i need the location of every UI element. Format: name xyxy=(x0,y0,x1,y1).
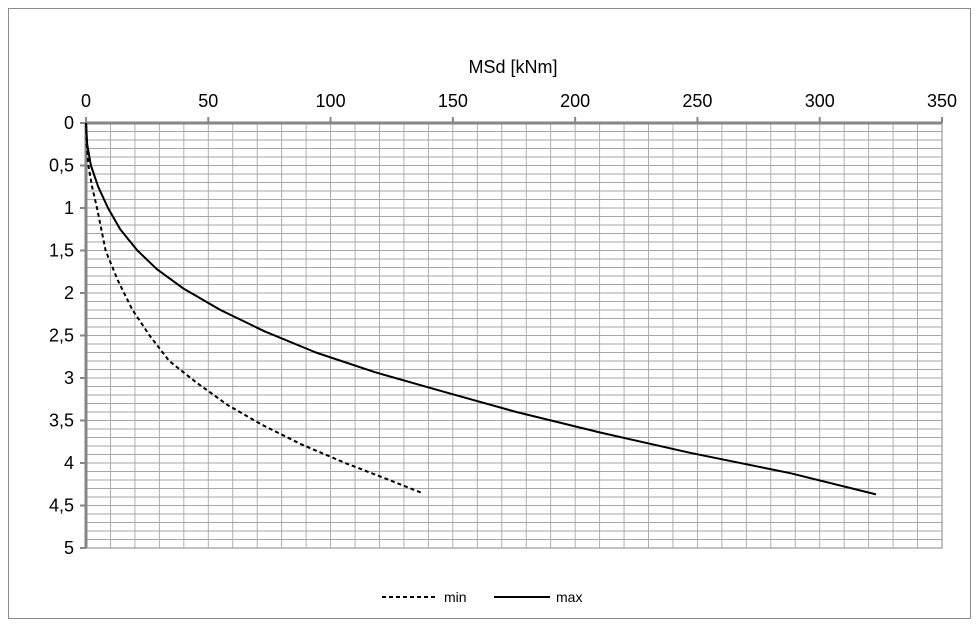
chart-svg: MSd [kNm] 0 50 100 150 200 250 300 350 0 0,5 1 1,5 2… xyxy=(49,57,957,605)
legend: min max xyxy=(382,589,582,605)
y-tick-label: 3,5 xyxy=(49,411,74,431)
y-tick-label: 0 xyxy=(64,113,74,133)
y-tick-label: 1 xyxy=(64,198,74,218)
axis-layer: 0 50 100 150 200 250 300 350 0 0,5 1 1,5 2 2,5 3 3,5 4 4,… xyxy=(49,91,957,558)
y-tick-label: 0,5 xyxy=(49,156,74,176)
chart-frame: MSd [kNm] 0 50 100 150 200 250 300 350 0 0,5 1 1,5 2… xyxy=(8,8,971,619)
x-tick-label: 100 xyxy=(316,91,346,111)
y-tick-label: 2 xyxy=(64,283,74,303)
y-tick-label: 5 xyxy=(64,538,74,558)
y-tick-label: 3 xyxy=(64,368,74,388)
legend-label-min: min xyxy=(444,589,467,605)
y-tick-label: 2,5 xyxy=(49,326,74,346)
x-tick-label: 300 xyxy=(805,91,835,111)
grid-layer xyxy=(85,122,943,549)
y-tick-label: 4,5 xyxy=(49,496,74,516)
series-layer xyxy=(85,122,877,496)
y-tick-label: 1,5 xyxy=(49,241,74,261)
x-axis-title: MSd [kNm] xyxy=(468,57,557,77)
legend-label-max: max xyxy=(556,589,582,605)
series-line-min xyxy=(85,122,424,495)
x-tick-label: 150 xyxy=(438,91,468,111)
series-line-max xyxy=(85,122,877,496)
x-tick-label: 50 xyxy=(198,91,218,111)
y-tick-label: 4 xyxy=(64,453,74,473)
x-tick-label: 200 xyxy=(560,91,590,111)
x-tick-label: 250 xyxy=(682,91,712,111)
x-tick-label: 350 xyxy=(927,91,957,111)
x-tick-label: 0 xyxy=(81,91,91,111)
